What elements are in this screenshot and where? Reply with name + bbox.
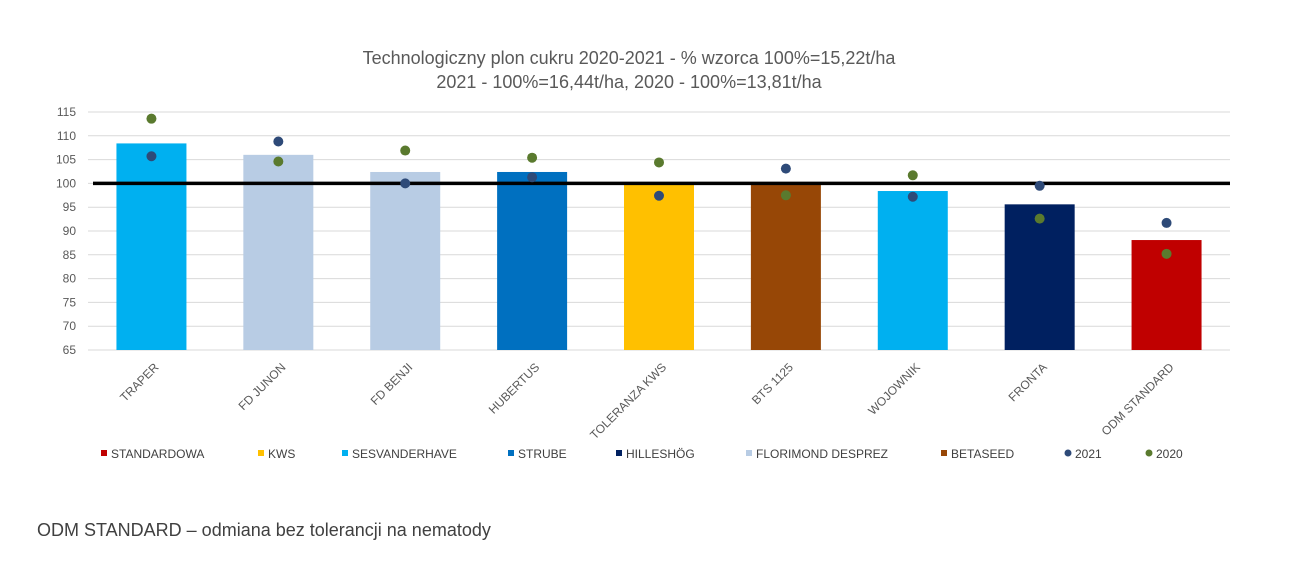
legend-swatch — [342, 450, 348, 456]
dot-2021 — [780, 163, 791, 174]
legend-swatch — [746, 450, 752, 456]
legend-swatch — [616, 450, 622, 456]
dot-2020 — [780, 190, 791, 201]
legend-marker — [1064, 449, 1072, 457]
category-label: FD BENJI — [368, 360, 416, 408]
legend-label: STRUBE — [518, 447, 567, 461]
category-label: FRONTA — [1006, 360, 1050, 404]
category-label: TRAPER — [117, 360, 162, 405]
category-label: ODM STANDARD — [1099, 360, 1177, 438]
y-tick-label: 75 — [63, 295, 77, 309]
dot-2021 — [400, 178, 411, 189]
legend-label: BETASEED — [951, 447, 1014, 461]
x-axis: TRAPER FD JUNON FD BENJI HUBERTUS TOLERANZA … — [117, 360, 1177, 442]
legend-marker — [1145, 449, 1153, 457]
bar — [750, 183, 821, 350]
y-tick-label: 65 — [63, 343, 77, 357]
y-tick-label: 110 — [57, 129, 76, 143]
bar — [370, 171, 441, 350]
legend-label: HILLESHÖG — [626, 447, 695, 461]
legend-swatch — [101, 450, 107, 456]
footnote: ODM STANDARD – odmiana bez tolerancji na… — [37, 520, 491, 540]
bar — [497, 171, 568, 350]
y-tick-label: 80 — [63, 272, 77, 286]
bar — [1004, 204, 1075, 350]
dot-2021 — [654, 190, 664, 201]
y-tick-label: 105 — [56, 153, 76, 167]
legend-label: 2020 — [1156, 447, 1183, 461]
dots — [146, 113, 1172, 259]
dot-2021 — [146, 151, 157, 162]
y-tick-label: 70 — [63, 319, 77, 333]
legend-label: SESVANDERHAVE — [352, 447, 457, 461]
bar — [116, 143, 187, 350]
dot-2021 — [907, 191, 918, 202]
category-label: HUBERTUS — [486, 360, 542, 416]
bar — [877, 191, 948, 350]
legend-label: 2021 — [1075, 447, 1102, 461]
y-tick-label: 90 — [63, 224, 77, 238]
dot-2020 — [273, 156, 284, 167]
bar — [243, 154, 314, 350]
y-tick-label: 95 — [63, 200, 77, 214]
dot-2021 — [1161, 217, 1172, 228]
dot-2020 — [907, 170, 918, 181]
legend-label: STANDARDOWA — [111, 447, 204, 461]
chart-title-line-2: 2021 - 100%=16,44t/ha, 2020 - 100%=13,81… — [436, 72, 822, 92]
legend-swatch — [258, 450, 264, 456]
category-label: FD JUNON — [236, 360, 289, 413]
dot-2020 — [146, 113, 157, 124]
dot-2021 — [273, 136, 284, 147]
y-tick-label: 85 — [63, 248, 77, 262]
bar — [624, 183, 694, 350]
dot-2021 — [527, 172, 538, 183]
dot-2021 — [1034, 180, 1045, 191]
category-label: TOLERANZA KWS — [587, 360, 669, 442]
dot-2020 — [400, 145, 411, 156]
legend-swatch — [508, 450, 514, 456]
chart-title-line-1: Technologiczny plon cukru 2020-2021 - % … — [363, 48, 897, 68]
dot-2020 — [1034, 213, 1045, 224]
dot-2020 — [654, 157, 664, 168]
y-tick-label: 100 — [56, 176, 76, 190]
legend-swatch — [941, 450, 947, 456]
dot-2020 — [527, 152, 538, 163]
category-label: BTS 1125 — [749, 360, 796, 407]
y-axis: 65 70 75 80 85 90 95 100 105 110 115 — [56, 105, 76, 357]
category-label: WOJOWNIK — [865, 360, 923, 418]
dot-2020 — [1161, 248, 1172, 259]
legend-label: FLORIMOND DESPREZ — [756, 447, 888, 461]
y-tick-label: 115 — [57, 105, 76, 119]
legend: STANDARDOWA KWS SESVANDERHAVE STRUBE HILLESH… — [101, 447, 1183, 461]
legend-label: KWS — [268, 447, 295, 461]
bars — [116, 143, 1202, 350]
